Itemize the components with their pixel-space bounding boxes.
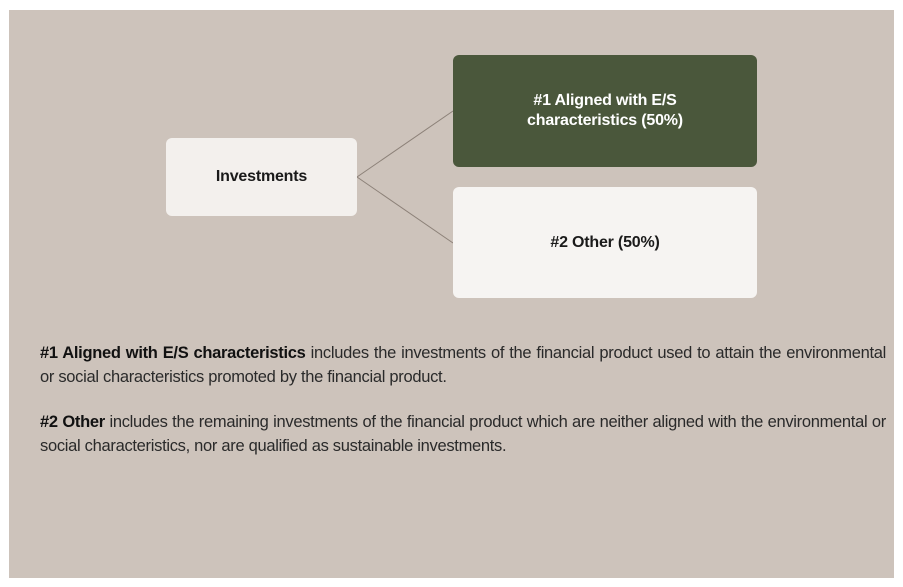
legend-item: #1 Aligned with E/S characteristics incl… bbox=[40, 341, 886, 389]
connectors bbox=[356, 110, 454, 244]
node: Investments bbox=[166, 138, 357, 216]
legend-text: includes the remaining investments of th… bbox=[40, 413, 886, 455]
legend-term: #1 Aligned with E/S characteristics bbox=[40, 344, 306, 362]
node: #1 Aligned with E/S characteristics (50%… bbox=[453, 55, 757, 167]
connector bbox=[356, 110, 454, 178]
connector bbox=[356, 176, 454, 244]
legend-text: includes the investments of the financia… bbox=[40, 344, 887, 386]
node: #2 Other (50%) bbox=[453, 187, 757, 298]
legend-term: #2 Other bbox=[40, 413, 105, 431]
panel: Investments #1 Aligned with E/S characte… bbox=[9, 10, 894, 578]
legend-item: #2 Other includes the remaining investme… bbox=[40, 410, 886, 458]
